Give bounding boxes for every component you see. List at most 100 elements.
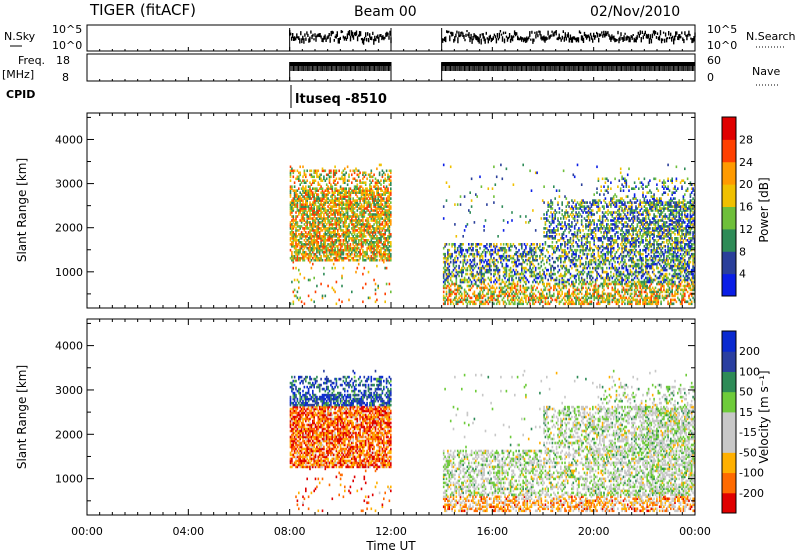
scatter-cell <box>369 173 371 177</box>
scatter-cell <box>526 302 529 306</box>
scatter-cell <box>383 211 385 214</box>
scatter-cell <box>557 229 559 232</box>
scatter-cell <box>353 213 356 216</box>
scatter-cell <box>444 280 446 284</box>
scatter-cell <box>614 221 616 224</box>
scatter-cell <box>295 241 297 244</box>
scatter-cell <box>500 260 502 264</box>
scatter-cell <box>614 239 616 242</box>
scatter-cell <box>614 290 616 294</box>
scatter-cell <box>313 179 315 182</box>
scatter-cell <box>366 177 368 181</box>
scatter-cell <box>582 248 584 252</box>
scatter-cell <box>353 203 356 206</box>
scatter-cell <box>325 187 328 190</box>
scatter-cell <box>562 217 565 220</box>
scatter-cell <box>303 239 306 242</box>
scatter-cell <box>316 205 318 208</box>
scatter-cell <box>508 246 510 250</box>
scatter-cell <box>310 223 313 226</box>
scatter-cell <box>388 191 391 194</box>
scatter-cell <box>342 266 345 270</box>
scatter-cell <box>624 260 626 264</box>
scatter-cell <box>490 243 492 246</box>
scatter-cell <box>388 235 391 238</box>
scatter-cell <box>380 197 382 200</box>
scatter-cell <box>289 209 292 212</box>
scatter-cell <box>351 219 353 222</box>
scatter-cell <box>302 205 304 208</box>
scatter-cell <box>335 241 338 244</box>
scatter-cell <box>320 207 322 210</box>
scatter-cell <box>611 197 614 200</box>
scatter-cell <box>628 205 630 208</box>
scatter-cell <box>587 235 590 238</box>
scatter-cell <box>564 294 566 298</box>
scatter-cell <box>327 256 329 260</box>
scatter-cell <box>320 254 322 258</box>
scatter-cell <box>606 231 608 234</box>
scatter-cell <box>458 264 460 268</box>
scatter-cell <box>516 264 519 268</box>
scatter-cell <box>328 207 331 210</box>
scatter-cell <box>320 227 322 230</box>
scatter-cell <box>355 225 357 228</box>
scatter-cell <box>502 229 505 232</box>
scatter-cell <box>355 185 357 188</box>
scatter-cell <box>621 248 623 252</box>
scatter-cell <box>344 215 346 218</box>
scatter-cell <box>585 207 587 210</box>
scatter-cell <box>305 250 307 254</box>
scatter-cell <box>607 239 609 242</box>
scatter-cell <box>483 248 485 252</box>
scatter-cell <box>312 245 314 248</box>
scatter-cell <box>359 199 361 202</box>
scatter-cell <box>622 270 625 274</box>
scatter-cell <box>469 288 471 292</box>
scatter-cell <box>331 235 334 238</box>
scatter-cell <box>385 229 388 232</box>
scatter-cell <box>461 266 463 270</box>
scatter-cell <box>362 221 364 224</box>
scatter-cell <box>631 284 633 288</box>
scatter-cell <box>586 292 588 296</box>
scatter-cell <box>612 298 615 302</box>
scatter-cell <box>327 173 329 177</box>
scatter-cell <box>629 264 632 268</box>
scatter-cell <box>317 258 320 262</box>
scatter-cell <box>590 278 593 282</box>
scatter-cell <box>621 276 623 280</box>
scatter-cell <box>596 270 598 274</box>
scatter-cell <box>571 215 573 218</box>
scatter-cell <box>532 292 534 296</box>
scatter-cell <box>590 258 593 262</box>
scatter-cell <box>385 205 388 208</box>
scatter-cell <box>522 286 524 290</box>
scatter-cell <box>355 250 357 254</box>
scatter-cell <box>292 237 295 240</box>
scatter-cell <box>357 215 360 218</box>
scatter-cell <box>374 183 377 186</box>
scatter-cell <box>621 209 623 212</box>
scatter-cell <box>525 286 527 290</box>
scatter-cell <box>378 171 381 175</box>
scatter-cell <box>618 292 621 296</box>
scatter-cell <box>626 223 629 226</box>
scatter-cell <box>480 268 483 272</box>
scatter-cell <box>624 241 626 244</box>
scatter-cell <box>331 195 334 198</box>
scatter-cell <box>353 169 356 173</box>
scatter-cell <box>573 292 576 296</box>
scatter-cell <box>353 171 356 175</box>
scatter-cell <box>594 282 597 286</box>
scatter-cell <box>629 201 632 204</box>
scatter-cell <box>373 231 375 234</box>
scatter-cell <box>511 296 513 300</box>
scatter-cell <box>621 245 623 248</box>
scatter-cell <box>625 183 628 186</box>
scatter-cell <box>470 272 473 276</box>
scatter-cell <box>309 221 311 224</box>
scatter-cell <box>562 286 565 290</box>
scatter-cell <box>452 302 455 306</box>
scatter-cell <box>381 207 384 210</box>
